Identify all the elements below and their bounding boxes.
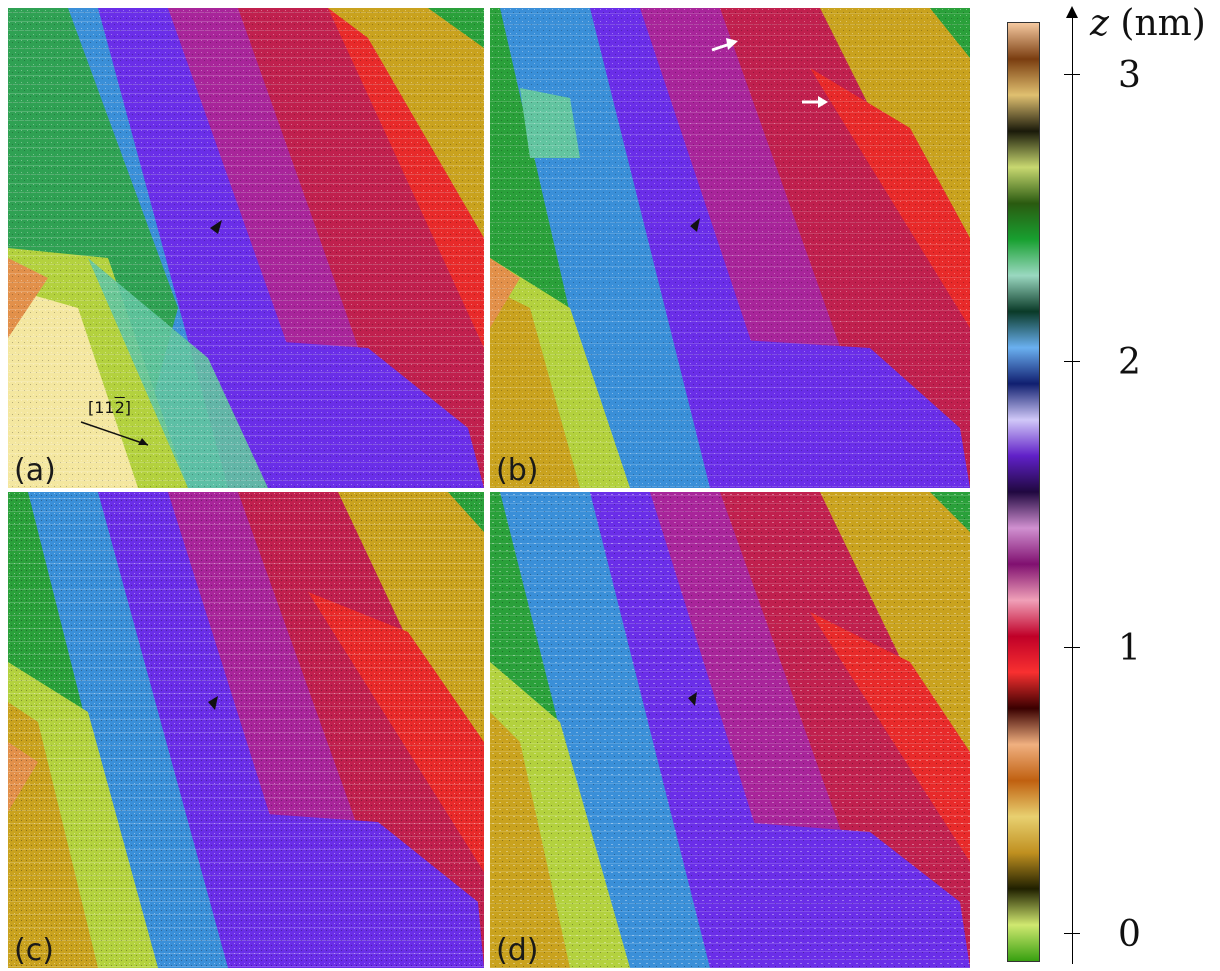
terrace-image-a [8, 8, 484, 488]
stm-panel-a: [112] (a) [8, 8, 484, 488]
panel-label-a: (a) [14, 453, 56, 488]
z-axis-variable: z [1090, 3, 1109, 44]
z-tick-label-0: 0 [1118, 914, 1141, 955]
z-tick-1 [1064, 647, 1080, 648]
z-tick-label-1: 1 [1118, 628, 1141, 669]
terrace-image-c [8, 492, 484, 968]
terrace-image-b [490, 8, 970, 488]
z-axis-title: z (nm) [1090, 6, 1206, 42]
z-tick-3 [1064, 74, 1080, 75]
z-tick-0 [1064, 933, 1080, 934]
panel-label-d: (d) [496, 933, 539, 968]
z-tick-label-2: 2 [1118, 342, 1141, 383]
stm-panel-d: (d) [490, 492, 970, 968]
z-axis-unit: (nm) [1120, 3, 1206, 44]
axis-arrowhead [1066, 6, 1078, 18]
z-tick-2 [1064, 361, 1080, 362]
terrace-image-d [490, 492, 970, 968]
z-axis-line [1072, 14, 1073, 964]
stm-panel-c: (c) [8, 492, 484, 968]
stm-panel-b: (b) [490, 8, 970, 488]
panel-label-b: (b) [496, 453, 539, 488]
height-colorbar [1007, 22, 1040, 962]
crystal-direction-label: [112] [88, 398, 132, 417]
panel-label-c: (c) [14, 933, 54, 968]
z-tick-label-3: 3 [1118, 55, 1141, 96]
